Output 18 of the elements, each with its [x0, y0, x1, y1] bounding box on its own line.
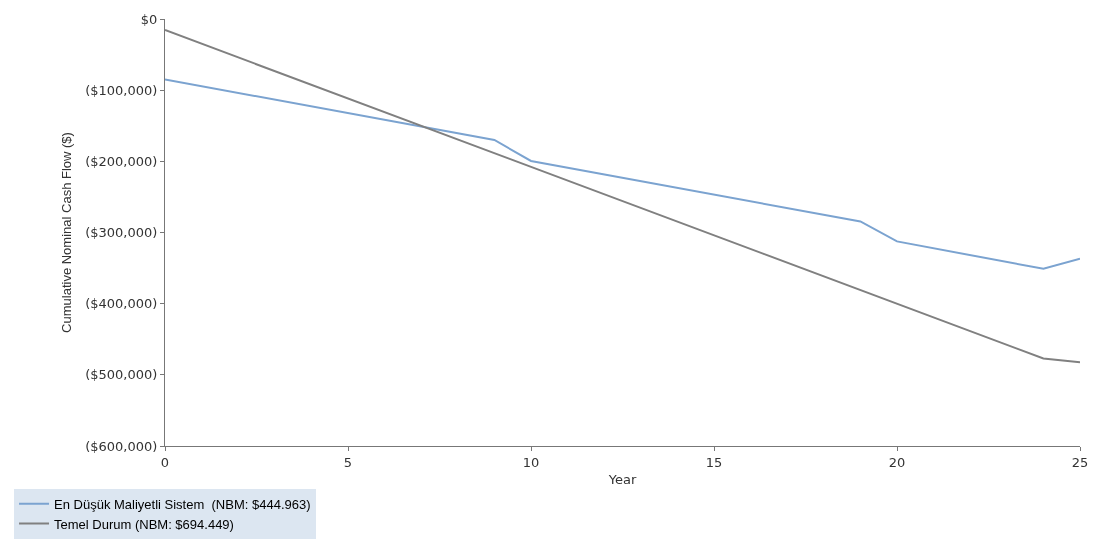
- y-tick-label: ($200,000): [85, 153, 158, 169]
- x-tick-label: 25: [1071, 454, 1089, 470]
- y-tick-label: ($100,000): [85, 82, 158, 98]
- y-tick-label: ($400,000): [85, 296, 158, 312]
- x-tick-label: 10: [522, 454, 540, 470]
- y-tick-label: ($500,000): [85, 367, 158, 383]
- legend-label: Temel Durum (NBM: $694.449): [54, 516, 234, 532]
- x-tick-label: 5: [343, 454, 353, 470]
- line-series: [165, 78, 1080, 270]
- x-tick-label: 15: [705, 454, 723, 470]
- y-tick-label: ($300,000): [85, 225, 158, 241]
- y-tick-label: ($600,000): [85, 438, 158, 454]
- x-axis-title: Year: [607, 472, 637, 488]
- y-tick-label: $0: [140, 11, 158, 27]
- legend-label: En Düşük Maliyetli Sistem (NBM: $444.963): [54, 496, 311, 512]
- x-tick-label: 0: [160, 454, 170, 470]
- x-tick-label: 20: [888, 454, 906, 470]
- y-axis-title: Cumulative Nominal Cash Flow ($): [59, 132, 75, 333]
